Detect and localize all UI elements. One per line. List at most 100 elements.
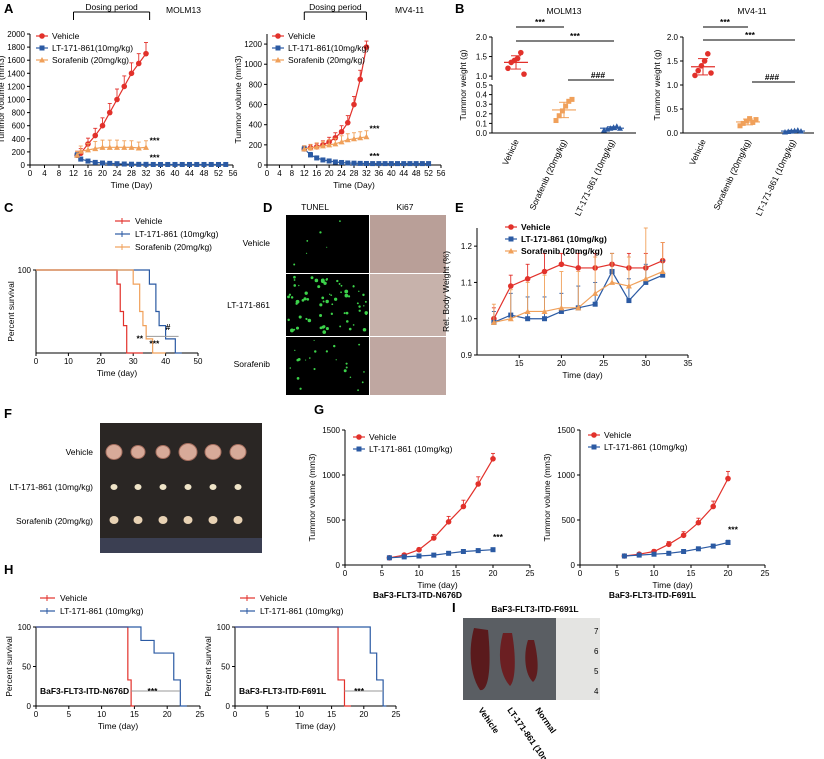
data-point <box>575 304 582 311</box>
i-photo-ruler <box>556 618 600 700</box>
data-point <box>363 44 370 50</box>
data-point <box>301 145 308 152</box>
tunel-dot <box>338 282 341 285</box>
tunel-dot <box>322 330 327 334</box>
tunel-dot <box>298 284 300 287</box>
tumor-sorafenib <box>208 516 218 524</box>
data-point <box>524 276 531 282</box>
data-point <box>106 144 113 150</box>
legend-marker <box>591 432 597 438</box>
chart-caption: BaF3-FLT3-ITD-F691L <box>609 590 696 600</box>
legend-label: LT-171-861 (10mg/kg) <box>135 229 219 239</box>
x-tick-label: 12 <box>69 169 78 178</box>
x-tick-label: 10 <box>415 569 424 578</box>
x-tick-label: 28 <box>350 169 359 178</box>
data-point <box>320 157 326 163</box>
sig-label: *** <box>150 153 161 163</box>
x-tick-label: 15 <box>687 569 696 578</box>
data-point <box>505 65 511 72</box>
sig-label: *** <box>535 17 546 27</box>
data-point <box>710 503 716 510</box>
data-point <box>558 308 564 314</box>
i-ruler-label-0: 7 <box>594 627 599 636</box>
sig-label: ### <box>765 72 779 82</box>
i-ruler-label-2: 5 <box>594 667 599 676</box>
series-lt-171-861(10mg/kg) <box>301 145 432 167</box>
data-point <box>332 134 339 141</box>
data-point <box>345 160 351 166</box>
chart-a1: 0 4 8 12 16 20 24 28 32 36 40 44 48 52 560200400600800… <box>0 2 238 190</box>
tunel-dot <box>352 285 355 288</box>
tunel-dot <box>358 305 361 308</box>
y-tick-label: 100 <box>18 266 32 275</box>
series-line <box>389 458 494 559</box>
legend-marker <box>356 434 362 440</box>
y-axis-title: Tummor volume (mm3) <box>542 453 552 541</box>
group-sorafenib: Sorafenib (20mg/kg) <box>527 96 576 212</box>
tunel-dot <box>330 312 333 315</box>
tunel-dot <box>294 349 296 352</box>
x-category-label: LT-171-861 (10mg/kg) <box>572 137 616 217</box>
data-point <box>725 475 731 482</box>
tunel-dot <box>357 389 359 392</box>
legend-label: LT-171-861(10mg/kg) <box>52 43 133 53</box>
y-tick-label: 0.0 <box>476 129 488 138</box>
x-tick-label: 24 <box>337 169 346 178</box>
x-tick-label: 4 <box>42 169 47 178</box>
survival-curve <box>36 626 187 707</box>
legend-label: Sorafenib (20mg/kg) <box>52 55 129 65</box>
data-point <box>92 159 98 165</box>
d-row-lt: LT-171-861 <box>227 300 270 310</box>
data-point <box>313 143 320 150</box>
series-lt-171-861 <box>621 539 731 559</box>
tunel-dot <box>333 297 338 301</box>
data-point <box>524 308 531 314</box>
x-axis-title: Time (Day) <box>333 180 375 190</box>
y-tick-label: 1600 <box>7 56 25 65</box>
tunel-dot <box>325 327 329 331</box>
panel-i-spleen-photo: BaF3-FLT3-ITD-F691L 7 6 5 4 Vehicle LT-1… <box>463 604 600 759</box>
dosing-label: Dosing period <box>85 2 138 12</box>
chart-h1: 0 5 10 15 20 25 0 50 100 Time (day) Percent surviv… <box>4 593 205 731</box>
y-tick-label: 100 <box>18 623 32 632</box>
data-point <box>401 554 407 560</box>
y-tick-label: 200 <box>12 148 26 157</box>
x-tick-label: 5 <box>265 710 270 719</box>
legend-label: Vehicle <box>288 31 316 41</box>
data-point <box>660 272 666 278</box>
data-point <box>710 543 716 549</box>
data-point <box>566 98 572 104</box>
f-photo-ruler <box>100 538 262 553</box>
panel-label-b: B <box>455 1 464 16</box>
tunel-dot <box>330 294 333 297</box>
x-tick-label: 44 <box>185 169 194 178</box>
x-axis-title: Time (day) <box>97 368 137 378</box>
y-tick-label: 0 <box>226 702 231 711</box>
data-point <box>490 547 496 553</box>
survival-curve <box>235 626 387 707</box>
x-tick-label: 25 <box>761 569 770 578</box>
x-axis-title: Time (Day) <box>111 180 153 190</box>
legend-label: Vehicle <box>52 31 80 41</box>
data-point <box>475 548 481 554</box>
tunel-dot <box>349 376 352 378</box>
tunel-dot <box>317 285 321 289</box>
x-tick-label: 10 <box>64 357 73 366</box>
tunel-dot <box>325 350 329 353</box>
x-tick-label: 0 <box>233 710 238 719</box>
tumor-lt <box>234 484 242 490</box>
y-tick-label: 800 <box>12 109 26 118</box>
data-point <box>136 161 142 167</box>
data-point <box>613 123 620 129</box>
data-point <box>386 555 392 561</box>
y-tick-label: 0 <box>571 561 576 570</box>
y-tick-label: 1000 <box>322 471 340 480</box>
data-point <box>376 161 382 167</box>
tunel-dot <box>321 296 325 300</box>
tunel-dot <box>313 367 316 371</box>
sig-label: ### <box>591 70 605 80</box>
panel-label-g: G <box>314 402 324 417</box>
tunel-dot <box>339 220 341 223</box>
tunel-dot <box>287 318 290 322</box>
data-point <box>542 316 548 322</box>
